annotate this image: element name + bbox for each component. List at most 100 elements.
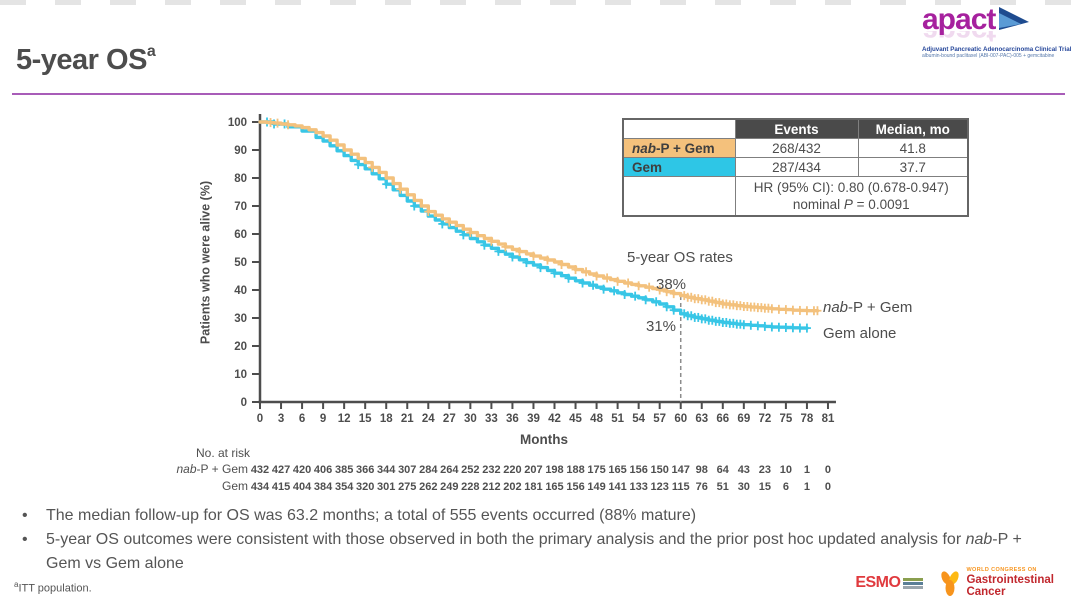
at-risk-value: 23 (759, 464, 771, 476)
at-risk-value: 10 (780, 464, 792, 476)
congress-logos: ESMO WORLD CONGRESS ON Gastrointestinal … (855, 567, 1054, 598)
y-tick-label: 90 (234, 145, 247, 157)
x-tick-label: 60 (674, 413, 687, 425)
gem-label-cell: Gem (622, 157, 736, 177)
x-tick-label: 63 (695, 413, 708, 425)
at-risk-value: 366 (356, 464, 374, 476)
at-risk-value: 6 (783, 481, 789, 493)
x-tick-label: 75 (780, 413, 793, 425)
at-risk-value: 30 (738, 481, 750, 493)
at-risk-value: 264 (440, 464, 459, 476)
at-risk-value: 0 (825, 481, 831, 493)
x-tick-label: 42 (548, 413, 561, 425)
title-superscript: a (146, 43, 156, 61)
at-risk-value: 252 (461, 464, 479, 476)
x-tick-label: 18 (380, 413, 393, 425)
x-tick-label: 21 (401, 413, 414, 425)
y-tick-label: 20 (234, 341, 247, 353)
at-risk-value: 432 (251, 464, 269, 476)
x-tick-label: 78 (801, 413, 814, 425)
summary-bullets: • The median follow-up for OS was 63.2 m… (16, 504, 1022, 576)
at-risk-value: 406 (314, 464, 332, 476)
at-risk-value: 354 (335, 481, 354, 493)
at-risk-value: 434 (251, 481, 270, 493)
gi-name-line2: Cancer (966, 585, 1006, 598)
footnote: aITT population. (14, 580, 92, 595)
at-risk-value: 147 (672, 464, 690, 476)
at-risk-value: 133 (629, 481, 647, 493)
top-dashed-artifact (0, 0, 1080, 5)
at-risk-value: 228 (461, 481, 479, 493)
at-risk-value: 156 (566, 481, 584, 493)
x-tick-label: 15 (359, 413, 372, 425)
at-risk-value: 1 (804, 481, 810, 493)
at-risk-value: 123 (651, 481, 669, 493)
x-tick-label: 9 (320, 413, 326, 425)
at-risk-value: 1 (804, 464, 810, 476)
sail-icon (999, 7, 1030, 30)
at-risk-value: 198 (545, 464, 563, 476)
y-tick-label: 100 (228, 117, 247, 129)
at-risk-value: 320 (356, 481, 374, 493)
x-tick-label: 30 (464, 413, 477, 425)
at-risk-value: 98 (696, 464, 708, 476)
at-risk-title: No. at risk (196, 446, 251, 460)
esmo-logo: ESMO (855, 574, 924, 592)
x-axis-label: Months (520, 432, 568, 447)
at-risk-value: 427 (272, 464, 290, 476)
at-risk-row-label-gem: Gem (221, 479, 248, 493)
x-tick-label: 12 (338, 413, 351, 425)
at-risk-value: 420 (293, 464, 311, 476)
at-risk-value: 344 (377, 464, 396, 476)
x-tick-label: 6 (299, 413, 305, 425)
x-tick-label: 57 (653, 413, 666, 425)
at-risk-value: 275 (398, 481, 416, 493)
gi-name-line1: Gastrointestinal (966, 573, 1054, 586)
nabp-gem-median-cell: 41.8 (857, 138, 969, 158)
bullet-dot: • (22, 507, 28, 524)
gem-median-cell: 37.7 (857, 157, 969, 177)
at-risk-value: 43 (738, 464, 750, 476)
x-tick-label: 81 (822, 413, 835, 425)
x-tick-label: 45 (569, 413, 582, 425)
at-risk-value: 385 (335, 464, 353, 476)
bullet-dot: • (22, 531, 28, 548)
x-tick-label: 48 (590, 413, 603, 425)
page-title-text: 5-year OS (16, 44, 147, 76)
gi-congress-label: WORLD CONGRESS ON (966, 567, 1037, 574)
y-tick-label: 80 (234, 173, 247, 185)
nabp-gem-events-cell: 268/432 (734, 138, 859, 158)
at-risk-value: 156 (629, 464, 647, 476)
y-axis-label: Patients who were alive (%) (198, 180, 213, 345)
at-risk-value: 149 (587, 481, 605, 493)
at-risk-value: 307 (398, 464, 416, 476)
at-risk-value: 150 (651, 464, 669, 476)
hazard-ratio-cell: HR (95% CI): 0.80 (0.678-0.947) nominal … (734, 176, 969, 217)
x-tick-label: 69 (737, 413, 750, 425)
km-curve-nabp-gem (258, 120, 820, 313)
at-risk-value: 284 (419, 464, 438, 476)
nabp-gem-label-cell: nab-P + Gem (622, 138, 736, 158)
x-tick-label: 51 (611, 413, 624, 425)
median-header: Median, mo (857, 118, 969, 139)
x-tick-label: 3 (278, 413, 284, 425)
y-tick-label: 50 (234, 257, 247, 269)
at-risk-value: 188 (566, 464, 584, 476)
at-risk-value: 64 (717, 464, 730, 476)
gem-events-cell: 287/434 (734, 157, 859, 177)
bullet-item: • 5-year OS outcomes were consistent wit… (16, 528, 1022, 576)
at-risk-value: 175 (587, 464, 605, 476)
nabp-rate-annotation: 38% (656, 276, 687, 293)
y-tick-label: 40 (234, 285, 247, 297)
bullet-item: • The median follow-up for OS was 63.2 m… (16, 504, 1022, 528)
at-risk-value: 141 (608, 481, 626, 493)
x-tick-label: 66 (716, 413, 729, 425)
at-risk-value: 262 (419, 481, 437, 493)
x-tick-label: 33 (485, 413, 498, 425)
apact-logo: apact apact Adjuvant Pancreatic Adenocar… (922, 5, 1074, 60)
at-risk-value: 15 (759, 481, 771, 493)
esmo-wordmark: ESMO (855, 574, 901, 592)
at-risk-value: 384 (314, 481, 333, 493)
y-tick-label: 60 (234, 229, 247, 241)
